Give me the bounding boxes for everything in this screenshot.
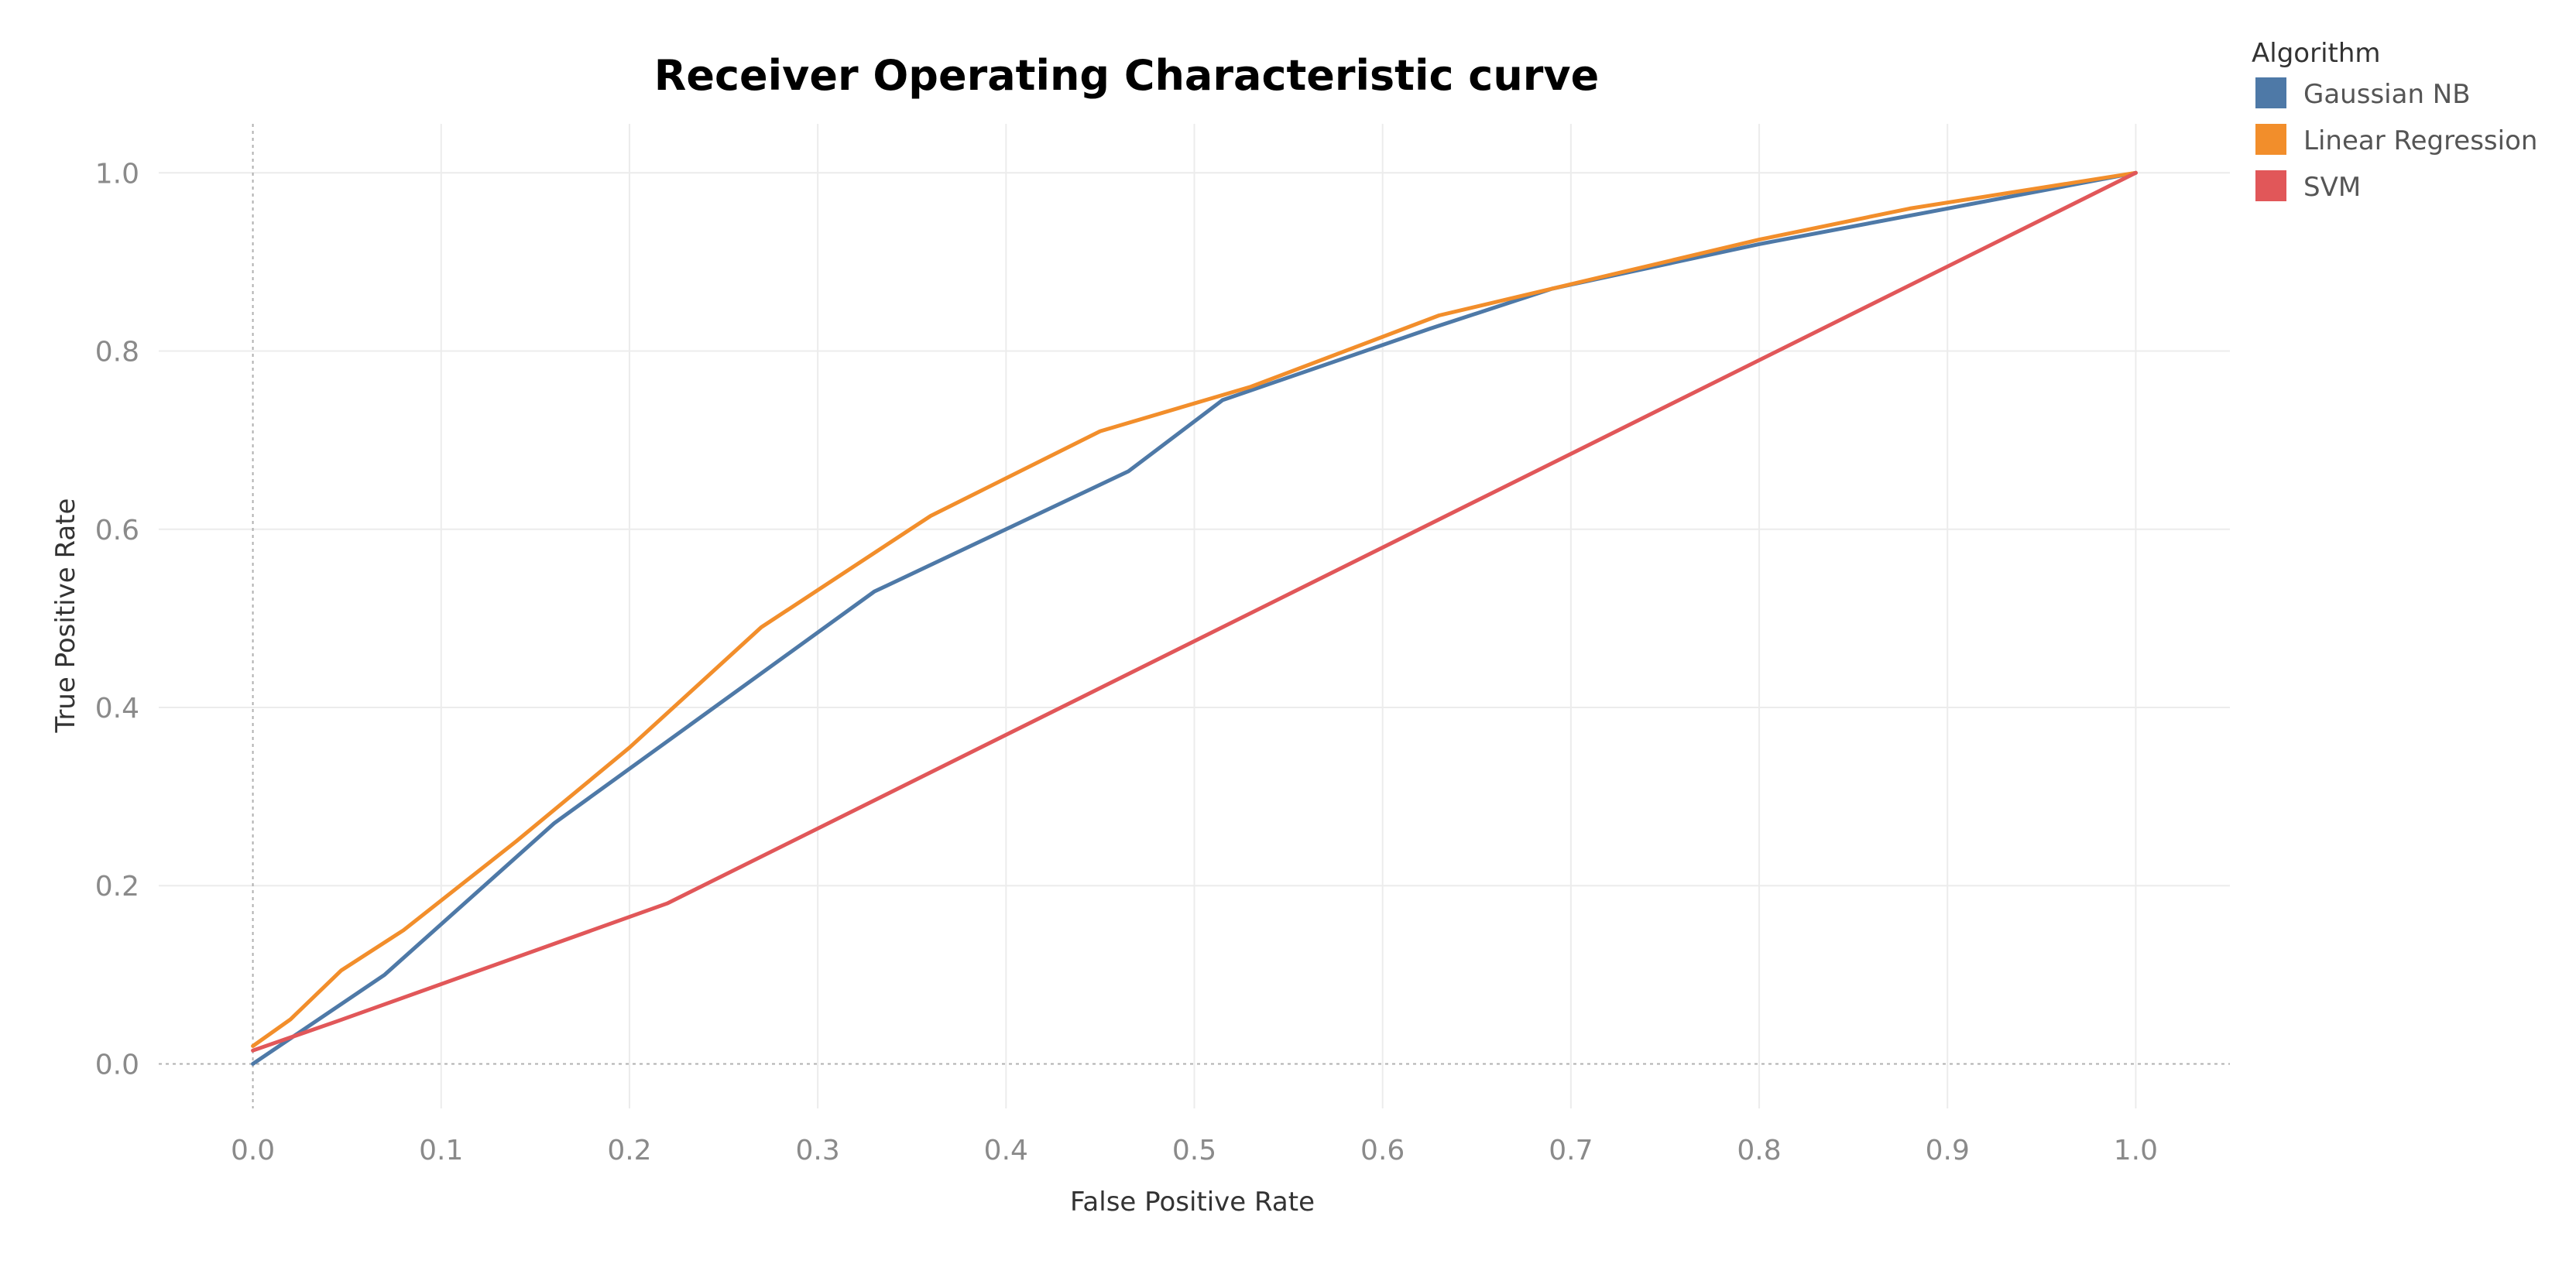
x-tick-label: 0.9 [1926, 1135, 1970, 1166]
x-tick-label: 0.5 [1172, 1135, 1216, 1166]
legend-label-linear-regression: Linear Regression [2303, 125, 2537, 156]
grid [159, 124, 2230, 1108]
x-axis-label: False Positive Rate [1070, 1187, 1315, 1218]
legend-title: Algorithm [2252, 38, 2381, 69]
y-tick-label: 0.0 [95, 1049, 139, 1081]
x-tick-label: 0.2 [607, 1135, 651, 1166]
y-tick-label: 0.4 [95, 693, 139, 724]
x-tick-label: 0.6 [1360, 1135, 1405, 1166]
legend: Algorithm Gaussian NB Linear Regression SV… [2252, 38, 2537, 203]
series-lines [251, 170, 2138, 1066]
legend-items: Gaussian NB Linear Regression SVM [2255, 77, 2537, 203]
y-tick-label: 0.2 [95, 871, 139, 903]
x-tick-label: 0.8 [1737, 1135, 1781, 1166]
y-axis-ticks: 0.0 0.2 0.4 0.6 0.8 1.0 [95, 158, 139, 1081]
series-line-svm [251, 170, 2138, 1053]
x-tick-label: 0.7 [1549, 1135, 1593, 1166]
y-tick-label: 1.0 [95, 158, 139, 190]
y-tick-label: 0.6 [95, 515, 139, 546]
legend-swatch-svm [2255, 170, 2286, 201]
chart-title: Receiver Operating Characteristic curve [654, 51, 1599, 100]
y-tick-label: 0.8 [95, 337, 139, 368]
legend-swatch-linear-regression [2255, 124, 2286, 155]
legend-swatch-gaussian-nb [2255, 77, 2286, 108]
series-line-linear-regression [251, 170, 2138, 1048]
x-axis-ticks: 0.0 0.1 0.2 0.3 0.4 0.5 0.6 0.7 0.8 0.9 1.0 [231, 1135, 2158, 1166]
x-tick-label: 0.1 [419, 1135, 463, 1166]
legend-label-svm: SVM [2303, 172, 2361, 203]
x-tick-label: 0.4 [984, 1135, 1028, 1166]
x-tick-label: 1.0 [2114, 1135, 2158, 1166]
legend-label-gaussian-nb: Gaussian NB [2303, 79, 2471, 110]
x-tick-label: 0.0 [231, 1135, 275, 1166]
series-line-gaussian-nb [251, 170, 2138, 1066]
x-tick-label: 0.3 [796, 1135, 840, 1166]
y-axis-label: True Positive Rate [50, 498, 81, 734]
